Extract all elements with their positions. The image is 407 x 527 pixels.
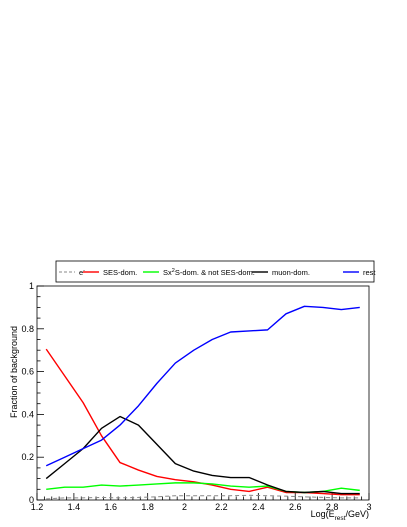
x-axis-title-tail: /GeV) [345,509,369,519]
legend-label-4: rest [363,268,376,277]
y-tick-label: 0.6 [21,367,34,377]
y-axis-title: Fraction of background [9,326,19,418]
series-lines [45,305,360,500]
x-tick-label: 2.6 [289,502,302,512]
legend-items: e- SES-dom. Sx2S-dom. & not SES-dom. muon-d… [59,268,376,277]
x-tick-label: 1.6 [105,502,118,512]
x-axis-title-subscript: rest [335,515,346,522]
series-line-4 [45,305,360,467]
x-axis-title: Log(Erest/GeV) [311,509,369,522]
series-line-0 [46,494,360,500]
y-tick-label: 0.4 [21,409,34,419]
x-axis-ticks: 1.2 1.4 1.6 1.8 2 2.2 2.4 2.6 2.8 3 [31,493,372,512]
x-tick-label: 1.4 [68,502,81,512]
x-tick-label: 2.4 [252,502,265,512]
x-tick-label: 1.2 [31,502,44,512]
legend-label-0: e- [79,268,85,277]
x-tick-label: 1.8 [141,502,154,512]
legend-label-2: Sx2S-dom. & not SES-dom. [163,268,255,277]
legend-label-3: muon-dom. [272,268,310,277]
x-tick-label: 2.2 [215,502,228,512]
legend-frame [55,260,375,283]
x-tick-label: 2 [182,502,187,512]
y-tick-label: 0.2 [21,452,34,462]
x-tick-label: 3 [366,502,371,512]
y-axis-ticks: 0 0.2 0.4 0.6 0.8 1 [21,281,44,505]
y-tick-label: 1 [29,281,34,291]
x-axis-title-main: Log(E [311,509,335,519]
x-tick-label: 2.8 [326,502,339,512]
legend-label-1: SES-dom. [103,268,137,277]
y-tick-label: 0 [29,495,34,505]
legend: e- SES-dom. Sx2S-dom. & not SES-dom. muon-d… [55,260,376,283]
y-tick-label: 0.8 [21,324,34,334]
series-line-3 [45,415,360,495]
